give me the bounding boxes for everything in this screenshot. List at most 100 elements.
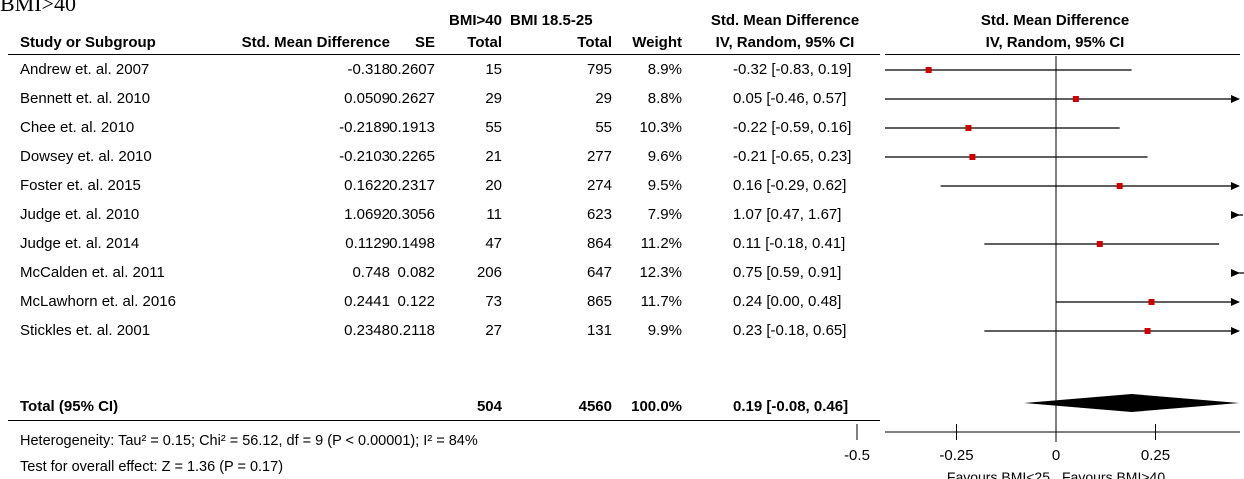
ci-value: 0.75 [0.59, 0.91] [733,264,842,281]
se-value: 0.2265 [389,148,435,165]
total-n2: 4560 [578,398,612,415]
ci-value: 0.11 [-0.18, 0.41] [733,235,846,252]
total-ci: 0.19 [-0.08, 0.46] [733,398,849,415]
col-total2-header: Total [577,34,612,51]
smd-value: -0.318 [347,61,390,78]
study-name: McLawhorn et. al. 2016 [20,293,176,310]
ci-value: -0.22 [-0.59, 0.16] [733,119,852,136]
se-value: 0.2118 [390,322,435,339]
total2-value: 274 [586,177,612,194]
favours-left-label: Favours BMI<25 [947,469,1050,479]
study-marker [925,67,932,73]
total2-value: 623 [586,206,612,223]
ci-arrow [1231,269,1240,277]
study-name: McCalden et. al. 2011 [20,264,165,281]
total1-value: 55 [485,119,502,136]
header-group2: BMI 18.5-25 [510,12,593,29]
x-tick-label: -0.5 [844,447,870,464]
study-name: Dowsey et. al. 2010 [20,148,152,165]
study-marker [1144,328,1151,334]
ci-value: 0.16 [-0.29, 0.62] [733,177,847,194]
study-marker [969,154,976,160]
weight-value: 8.8% [647,90,682,107]
smd-value: 0.1129 [345,235,390,252]
x-tick-label: 0 [1052,447,1060,464]
plot-title: Std. Mean Difference [980,12,1130,29]
weight-value: 10.3% [639,119,682,136]
se-value: 0.1913 [389,119,435,136]
pooled-diamond [1024,394,1240,412]
study-name: Stickles et. al. 2001 [20,322,151,339]
se-value: 0.122 [397,293,435,310]
x-tick-label: 0.25 [1141,447,1170,464]
smd-value: 0.748 [352,264,390,281]
ci-arrow [1231,298,1240,306]
overall-effect-text: Test for overall effect: Z = 1.36 (P = 0… [20,459,284,475]
total2-value: 277 [586,148,612,165]
smd-value: 0.0509 [344,90,390,107]
smd-value: 0.2348 [344,322,390,339]
total2-value: 865 [586,293,612,310]
se-value: 0.2607 [389,61,435,78]
smd-value: 0.2441 [344,293,390,310]
ci-value: 0.23 [-0.18, 0.65] [733,322,847,339]
ci-value: 0.24 [0.00, 0.48] [733,293,842,310]
total1-value: 20 [485,177,502,194]
header-group1: BMI>40 [449,12,502,29]
study-name: Andrew et. al. 2007 [20,61,150,78]
x-tick-label: -0.25 [939,447,973,464]
total-n1: 504 [476,398,502,415]
total1-value: 73 [485,293,502,310]
study-name: Judge et. al. 2010 [20,206,140,223]
ci-arrow [1231,327,1240,335]
weight-value: 12.3% [639,264,682,281]
footer-rule [8,420,880,421]
se-value: 0.3056 [389,206,435,223]
total1-value: 206 [476,264,502,281]
figure-caption: BMI>40 [0,0,76,16]
col-se-header: SE [414,34,435,51]
total2-value: 29 [595,90,612,107]
ci-value: -0.21 [-0.65, 0.23] [733,148,852,165]
study-name: Judge et. al. 2014 [20,235,140,252]
weight-value: 9.5% [647,177,682,194]
smd-value: -0.2189 [339,119,390,136]
total1-value: 27 [485,322,502,339]
se-value: 0.2627 [389,90,435,107]
total2-value: 795 [586,61,612,78]
total1-value: 47 [485,235,502,252]
total1-value: 15 [485,61,502,78]
plot-subtitle: IV, Random, 95% CI [985,34,1125,51]
ci-value: 0.05 [-0.46, 0.57] [733,90,847,107]
plot-header-rule [885,54,1240,55]
ci-arrow [1231,182,1240,190]
col-study-header: Study or Subgroup [20,34,156,51]
total2-value: 647 [586,264,612,281]
study-marker [1148,299,1155,305]
smd-value: -0.2103 [339,148,390,165]
ci-arrow [1231,95,1240,103]
col-smd-header: Std. Mean Difference [241,34,390,51]
favours-right-label: Favours BMI>40 [1062,469,1165,479]
se-value: 0.082 [397,264,435,281]
study-marker [1096,241,1103,247]
smd-value: 1.0692 [344,206,390,223]
ci-arrow [1231,211,1240,219]
ci-value: -0.32 [-0.83, 0.19] [733,61,852,78]
total2-value: 131 [586,322,612,339]
col-ci-header: IV, Random, 95% CI [715,34,855,51]
weight-value: 8.9% [647,61,682,78]
study-name: Chee et. al. 2010 [20,119,135,136]
header-rule [8,54,880,55]
total-weight: 100.0% [631,398,682,415]
heterogeneity-text: Heterogeneity: Tau² = 0.15; Chi² = 56.12… [20,433,478,449]
total1-value: 11 [486,206,502,223]
total2-value: 55 [595,119,612,136]
study-name: Bennett et. al. 2010 [20,90,151,107]
total2-value: 864 [586,235,612,252]
weight-value: 9.9% [647,322,682,339]
se-value: 0.1498 [389,235,435,252]
total1-value: 21 [485,148,502,165]
study-marker [1116,183,1123,189]
